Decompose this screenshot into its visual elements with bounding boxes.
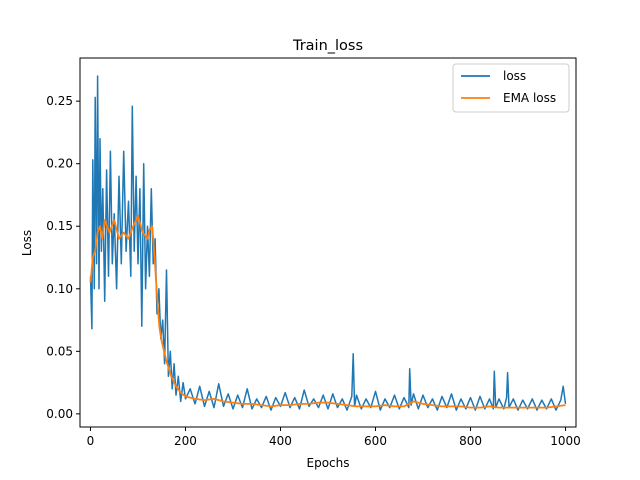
x-tick-label: 400 [269, 434, 292, 448]
y-tick-label: 0.25 [46, 94, 73, 108]
series-line-ema-loss [89, 215, 566, 409]
x-tick-label: 0 [87, 434, 95, 448]
x-tick-label: 800 [459, 434, 482, 448]
series-line-loss [89, 75, 567, 411]
y-tick-label: 0.05 [46, 344, 73, 358]
series-layer [89, 75, 567, 411]
legend-label: loss [503, 69, 526, 83]
y-axis-label: Loss [20, 230, 34, 256]
y-tick-label: 0.20 [46, 157, 73, 171]
x-axis: 0 200 400 600 800 1000 [87, 427, 581, 448]
legend: loss EMA loss [452, 63, 570, 113]
legend-label: EMA loss [503, 91, 556, 105]
x-tick-label: 600 [364, 434, 387, 448]
y-tick-label: 0.00 [46, 407, 73, 421]
axes-frame [79, 57, 577, 428]
x-axis-label: Epochs [307, 456, 350, 470]
y-tick-label: 0.15 [46, 219, 73, 233]
chart-title: Train_loss [292, 38, 363, 54]
x-tick-label: 200 [174, 434, 197, 448]
y-axis: 0.00 0.05 0.10 0.15 0.20 0.25 [46, 94, 80, 421]
y-tick-label: 0.10 [46, 282, 73, 296]
plot-area [89, 75, 567, 411]
x-tick-label: 1000 [550, 434, 581, 448]
